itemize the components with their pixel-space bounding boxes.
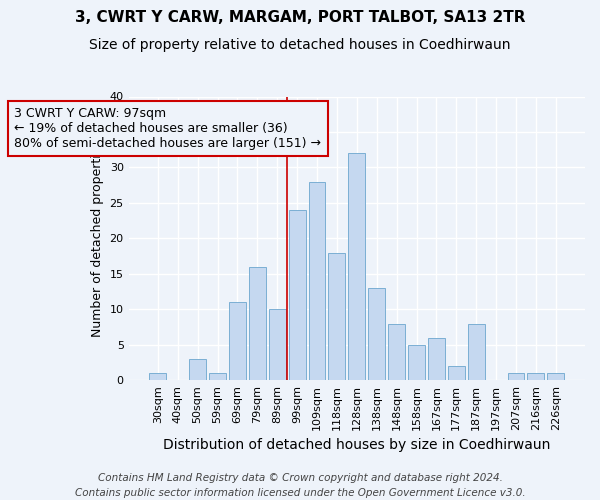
Bar xyxy=(229,302,246,380)
Bar xyxy=(448,366,465,380)
Text: Contains HM Land Registry data © Crown copyright and database right 2024.
Contai: Contains HM Land Registry data © Crown c… xyxy=(74,472,526,498)
Bar xyxy=(269,310,286,380)
Bar xyxy=(328,252,346,380)
Bar xyxy=(308,182,325,380)
Text: 3, CWRT Y CARW, MARGAM, PORT TALBOT, SA13 2TR: 3, CWRT Y CARW, MARGAM, PORT TALBOT, SA1… xyxy=(75,10,525,25)
Text: Size of property relative to detached houses in Coedhirwaun: Size of property relative to detached ho… xyxy=(89,38,511,52)
Bar xyxy=(149,373,166,380)
Bar xyxy=(209,373,226,380)
Bar xyxy=(547,373,564,380)
Bar xyxy=(408,345,425,380)
Bar xyxy=(468,324,485,380)
Bar xyxy=(388,324,405,380)
X-axis label: Distribution of detached houses by size in Coedhirwaun: Distribution of detached houses by size … xyxy=(163,438,550,452)
Bar xyxy=(189,359,206,380)
Bar xyxy=(508,373,524,380)
Bar xyxy=(249,267,266,380)
Bar xyxy=(368,288,385,380)
Y-axis label: Number of detached properties: Number of detached properties xyxy=(91,140,104,337)
Bar xyxy=(527,373,544,380)
Bar xyxy=(349,154,365,380)
Bar xyxy=(428,338,445,380)
Bar xyxy=(289,210,305,380)
Text: 3 CWRT Y CARW: 97sqm
← 19% of detached houses are smaller (36)
80% of semi-detac: 3 CWRT Y CARW: 97sqm ← 19% of detached h… xyxy=(14,107,321,150)
